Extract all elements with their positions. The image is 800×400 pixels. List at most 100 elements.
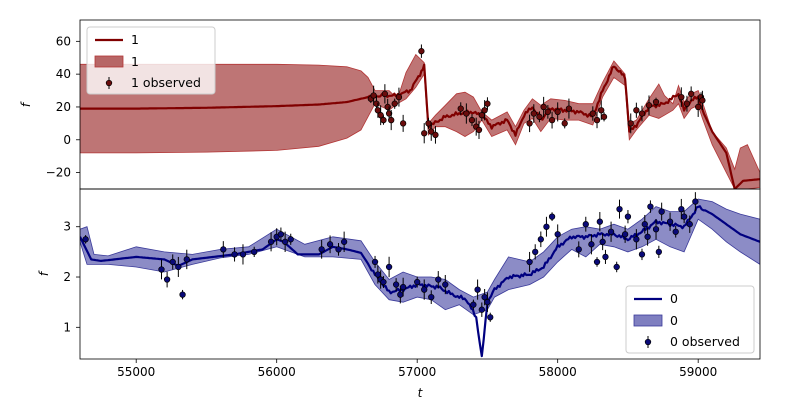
observed-point — [613, 263, 620, 271]
observed-point — [598, 107, 605, 114]
y-tick-label: −20 — [46, 166, 71, 180]
observed-point — [554, 231, 561, 238]
legend-point-swatch — [105, 79, 113, 87]
legend-label: 0 observed — [670, 334, 740, 349]
observed-point — [388, 116, 395, 124]
observed-point — [220, 246, 227, 253]
observed-point — [470, 301, 477, 308]
observed-point — [391, 100, 398, 107]
legend-band-swatch — [94, 55, 124, 68]
observed-point — [481, 293, 488, 301]
bottom-plot-area — [80, 192, 760, 358]
observed-point — [683, 100, 691, 107]
observed-point — [526, 258, 533, 266]
observed-point — [468, 116, 476, 124]
observed-point — [616, 205, 623, 213]
observed-point — [457, 105, 464, 112]
observed-point — [658, 208, 665, 215]
observed-point — [335, 246, 342, 253]
observed-point — [435, 276, 442, 283]
observed-point — [287, 236, 294, 243]
observed-point — [686, 221, 693, 228]
observed-point — [158, 266, 165, 273]
observed-point — [593, 258, 601, 266]
observed-point — [537, 236, 544, 243]
observed-point — [600, 113, 608, 120]
observed-point — [385, 263, 393, 271]
observed-point — [627, 120, 634, 127]
observed-point — [548, 116, 556, 124]
x-tick-label: 58000 — [539, 365, 577, 379]
observed-point — [548, 213, 556, 220]
observed-point — [543, 223, 550, 230]
observed-point — [532, 248, 539, 256]
y-tick-label: 60 — [56, 34, 71, 48]
observed-point — [575, 246, 582, 253]
confidence-band — [80, 53, 760, 189]
observed-point — [392, 281, 400, 288]
legend-label: 1 — [131, 32, 139, 47]
observed-point — [621, 231, 629, 238]
observed-point — [163, 276, 171, 283]
observed-point — [385, 110, 393, 117]
observed-point — [692, 198, 699, 205]
observed-point — [688, 90, 695, 97]
observed-point — [463, 110, 470, 117]
observed-point — [183, 256, 190, 263]
x-tick-label: 59000 — [679, 365, 717, 379]
observed-point — [475, 126, 483, 134]
observed-point — [652, 98, 660, 106]
observed-point — [588, 241, 595, 248]
observed-point — [699, 97, 706, 104]
observed-point — [251, 248, 258, 256]
observed-point — [678, 205, 685, 213]
observed-point — [428, 128, 435, 135]
observed-point — [647, 203, 654, 210]
observed-point — [596, 218, 603, 225]
confidence-band — [80, 198, 760, 316]
top-y-axis-label: f — [19, 101, 33, 107]
observed-point — [478, 306, 485, 313]
observed-point — [399, 120, 407, 127]
observed-point — [373, 100, 380, 107]
observed-point — [672, 228, 679, 235]
observed-point — [380, 278, 387, 286]
observed-point — [384, 103, 391, 111]
observed-point — [474, 286, 481, 293]
observed-point — [680, 213, 688, 220]
observed-point — [380, 116, 387, 124]
legend-label: 1 observed — [131, 75, 201, 90]
observed-point — [644, 233, 651, 240]
observed-point — [481, 107, 488, 114]
observed-point — [582, 221, 589, 228]
y-tick-label: 20 — [56, 100, 71, 114]
observed-point — [602, 253, 609, 261]
legend-band-swatch — [633, 314, 663, 327]
observed-point — [381, 90, 389, 97]
observed-point — [374, 271, 382, 278]
y-tick-label: 1 — [63, 320, 71, 334]
x-axis-label: t — [418, 386, 424, 400]
legend-point-swatch — [644, 338, 652, 346]
legend-label: 0 — [670, 291, 678, 306]
observed-point — [655, 248, 662, 256]
observed-point — [641, 221, 648, 228]
legend-label: 0 — [670, 313, 678, 328]
observed-point — [432, 131, 439, 139]
observed-point — [231, 251, 238, 258]
observed-point — [239, 251, 247, 258]
observed-point — [277, 231, 285, 238]
observed-point — [179, 291, 186, 298]
top-panel: −20 0 20 40 60 f 1 1 1 observed — [19, 19, 761, 190]
legend-box — [625, 285, 755, 354]
observed-point — [318, 246, 325, 253]
legend-label: 1 — [131, 54, 139, 69]
bottom-x-ticks: 55000 56000 57000 58000 59000 — [117, 359, 717, 379]
observed-point — [599, 238, 606, 245]
y-tick-label: 40 — [56, 67, 71, 81]
observed-point — [421, 130, 428, 137]
observed-point — [487, 314, 494, 321]
observed-point — [589, 110, 596, 117]
observed-point — [371, 258, 379, 266]
bottom-legend: 0 0 0 observed — [625, 285, 755, 354]
